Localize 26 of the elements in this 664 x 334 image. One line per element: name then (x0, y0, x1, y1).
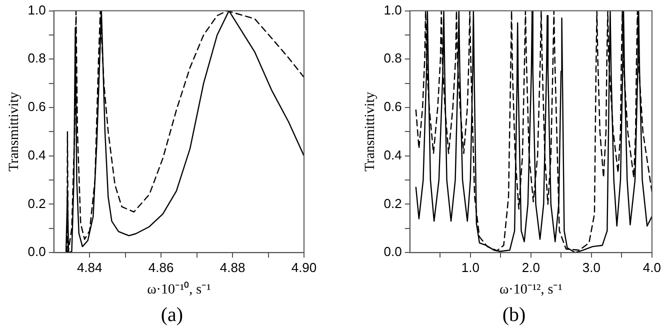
y-tick-label: 0.4 (384, 147, 402, 162)
x-tick-label: 4.86 (148, 260, 174, 275)
x-tick-label: 4.90 (291, 260, 317, 275)
y-tick-label: 0.0 (28, 244, 46, 260)
x-tick-label: 3.0 (582, 260, 600, 275)
y-tick-label: 0.6 (28, 99, 46, 114)
x-tick-label: 2.0 (522, 260, 540, 275)
y-tick-label: 0.2 (384, 196, 402, 211)
text: (b) (501, 304, 527, 327)
x-axis-title: ω·10⁻¹², s⁻¹ (499, 282, 562, 298)
y-axis-title: Transmittivity (363, 92, 378, 172)
y-axis-title: Transmittivity (7, 92, 22, 172)
y-tick-label: 0.0 (384, 244, 402, 260)
x-tick-label: 4.88 (220, 260, 246, 275)
y-tick-label: 0.8 (28, 50, 46, 66)
x-tick-label: 1.0 (461, 260, 480, 275)
y-tick-label: 0.8 (384, 50, 402, 66)
y-tick-label: 1.0 (28, 2, 46, 18)
text: (a) (160, 304, 184, 327)
y-tick-label: 0.2 (28, 196, 46, 211)
x-axis-title: ω·10⁻¹⁰, s⁻¹ (147, 281, 211, 298)
y-tick-label: 0.6 (384, 99, 402, 114)
y-tick-label: 0.4 (28, 147, 46, 162)
x-tick-label: 4.84 (76, 260, 102, 275)
y-tick-label: 1.0 (384, 2, 402, 18)
x-tick-label: 4.0 (642, 260, 662, 275)
